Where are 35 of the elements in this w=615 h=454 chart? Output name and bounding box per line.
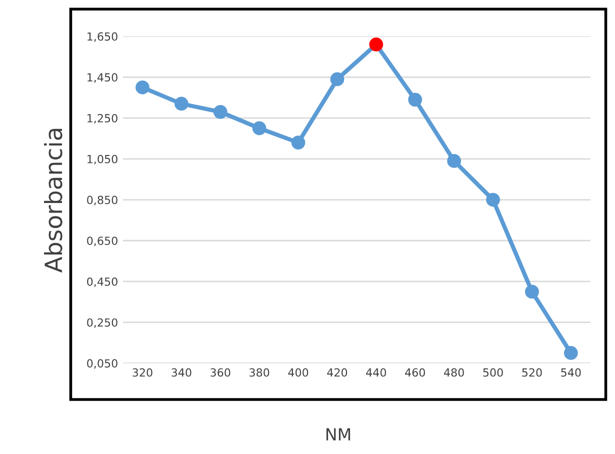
point: [408, 92, 422, 107]
y-axis-title: Absorbancia: [44, 128, 62, 273]
x-tick-label: 420: [327, 368, 348, 377]
point: [252, 121, 266, 136]
point: [291, 136, 306, 150]
y-tick-label: 1,450: [88, 73, 118, 83]
point: [369, 38, 384, 52]
y-tick-label: 0,450: [87, 277, 118, 287]
point: [330, 72, 344, 86]
x-tick-label: 400: [288, 368, 308, 377]
x-tick-label: 520: [522, 368, 542, 377]
point: [486, 192, 500, 207]
y-tick-label: 1,050: [88, 154, 118, 164]
x-tick-label: 540: [561, 368, 581, 377]
x-tick-label: 500: [483, 368, 503, 377]
point: [174, 96, 188, 111]
x-tick-label: 380: [250, 368, 270, 377]
x-tick-label: 460: [405, 368, 425, 377]
point: [136, 80, 150, 94]
y-tick-label: 0,650: [87, 236, 118, 246]
y-tick-label: 0,250: [87, 318, 118, 328]
y-tick-label: 1,650: [88, 32, 118, 42]
point: [525, 284, 539, 299]
x-axis-title: NM: [326, 428, 350, 440]
x-tick-label: 320: [132, 368, 152, 377]
y-tick-label: 0,050: [87, 359, 118, 369]
point: [564, 346, 578, 360]
point: [447, 154, 462, 168]
point: [213, 104, 228, 119]
y-tick-label: 0,850: [87, 196, 118, 206]
x-tick-label: 480: [444, 368, 464, 377]
x-tick-label: 340: [172, 368, 192, 377]
y-tick-label: 1,250: [88, 114, 118, 124]
x-tick-label: 360: [210, 368, 230, 377]
x-tick-label: 440: [366, 368, 386, 377]
